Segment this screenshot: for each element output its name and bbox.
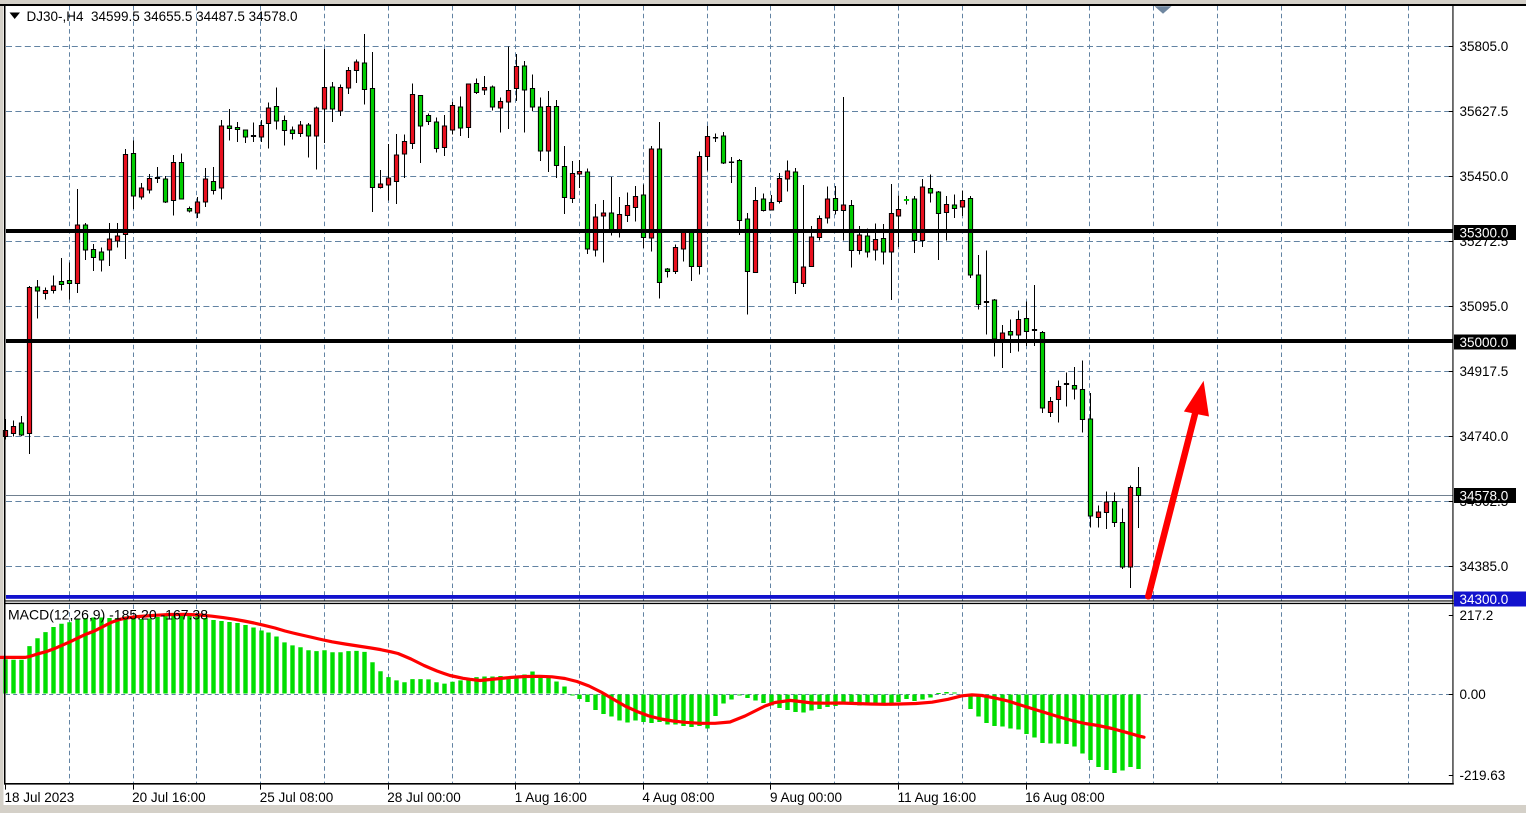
svg-text:35095.0: 35095.0 [1460, 299, 1509, 314]
svg-text:18 Jul 2023: 18 Jul 2023 [5, 790, 75, 805]
svg-text:MACD(12,26,9) -185.20 -167.38: MACD(12,26,9) -185.20 -167.38 [8, 607, 208, 623]
svg-text:28 Jul 00:00: 28 Jul 00:00 [387, 790, 461, 805]
svg-text:34385.0: 34385.0 [1460, 559, 1509, 574]
svg-text:34300.0: 34300.0 [1460, 592, 1509, 607]
svg-text:34578.0: 34578.0 [1460, 488, 1509, 503]
svg-text:34740.0: 34740.0 [1460, 429, 1509, 444]
svg-text:35000.0: 35000.0 [1460, 335, 1509, 350]
svg-text:35450.0: 35450.0 [1460, 169, 1509, 184]
svg-text:DJ30-,H4 34599.5 34655.5 3448: DJ30-,H4 34599.5 34655.5 34487.5 34578.0 [27, 9, 298, 24]
svg-text:4 Aug 08:00: 4 Aug 08:00 [642, 790, 714, 805]
svg-text:25 Jul 08:00: 25 Jul 08:00 [260, 790, 334, 805]
svg-text:35300.0: 35300.0 [1460, 225, 1509, 240]
svg-text:34917.5: 34917.5 [1460, 364, 1509, 379]
svg-text:9 Aug 00:00: 9 Aug 00:00 [770, 790, 842, 805]
svg-text:20 Jul 16:00: 20 Jul 16:00 [132, 790, 206, 805]
svg-text:11 Aug 16:00: 11 Aug 16:00 [898, 790, 977, 805]
svg-text:0.00: 0.00 [1460, 687, 1486, 702]
svg-text:35805.0: 35805.0 [1460, 39, 1509, 54]
svg-text:35627.5: 35627.5 [1460, 104, 1509, 119]
svg-text:16 Aug 08:00: 16 Aug 08:00 [1025, 790, 1105, 805]
svg-text:1 Aug 16:00: 1 Aug 16:00 [515, 790, 587, 805]
svg-text:217.2: 217.2 [1460, 608, 1494, 623]
svg-text:-219.63: -219.63 [1460, 768, 1506, 783]
